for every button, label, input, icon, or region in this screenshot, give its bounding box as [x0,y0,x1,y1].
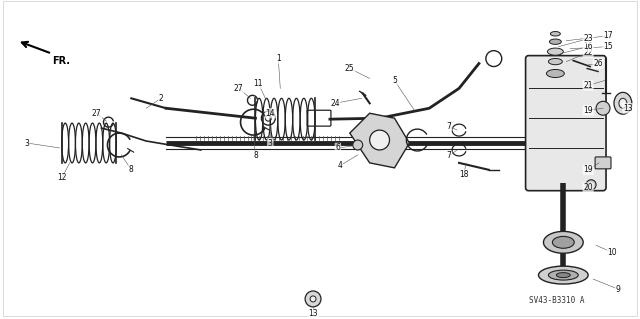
Text: 10: 10 [607,248,617,257]
Text: SV43-B3310 A: SV43-B3310 A [529,296,584,305]
Text: 18: 18 [460,170,468,179]
Text: 27: 27 [92,109,101,118]
Text: 20: 20 [583,183,593,192]
Text: 7: 7 [447,152,452,160]
Text: 11: 11 [253,79,263,88]
Text: 9: 9 [616,285,620,293]
Text: 16: 16 [583,42,593,51]
Ellipse shape [548,58,563,65]
Text: 3: 3 [24,138,29,147]
Text: 25: 25 [345,64,355,73]
Text: 8: 8 [253,152,258,160]
Ellipse shape [543,231,583,253]
Circle shape [596,101,610,115]
Ellipse shape [619,98,627,108]
Text: 13: 13 [308,309,318,318]
Ellipse shape [547,70,564,78]
Ellipse shape [556,273,570,278]
FancyBboxPatch shape [595,157,611,169]
Text: 4: 4 [337,161,342,170]
Text: 14: 14 [266,109,275,118]
Ellipse shape [550,32,561,36]
Text: 6: 6 [335,144,340,152]
Circle shape [305,291,321,307]
Text: 1: 1 [276,54,281,63]
Text: 12: 12 [57,173,67,182]
Text: 27: 27 [234,84,243,93]
Text: 26: 26 [593,59,603,68]
Text: 5: 5 [392,76,397,85]
Text: 17: 17 [603,31,613,40]
Text: 3: 3 [268,138,273,147]
Ellipse shape [547,48,563,55]
Ellipse shape [548,270,578,280]
Circle shape [353,140,363,150]
Text: 19: 19 [583,106,593,115]
Text: 24: 24 [330,99,340,108]
Ellipse shape [552,236,574,248]
Text: 23: 23 [583,34,593,43]
Text: 13: 13 [623,104,633,113]
Text: 7: 7 [447,122,452,130]
Text: 8: 8 [129,165,134,174]
Text: 21: 21 [584,81,593,90]
Ellipse shape [614,93,632,114]
Polygon shape [350,113,410,168]
Ellipse shape [538,266,588,284]
Ellipse shape [549,39,561,44]
Text: 2: 2 [159,94,163,103]
Text: 15: 15 [603,42,613,51]
Text: 22: 22 [584,48,593,57]
Circle shape [310,296,316,302]
Text: 19: 19 [583,165,593,174]
Text: FR.: FR. [52,56,70,66]
Circle shape [586,180,596,190]
Circle shape [370,130,390,150]
FancyBboxPatch shape [525,56,606,191]
